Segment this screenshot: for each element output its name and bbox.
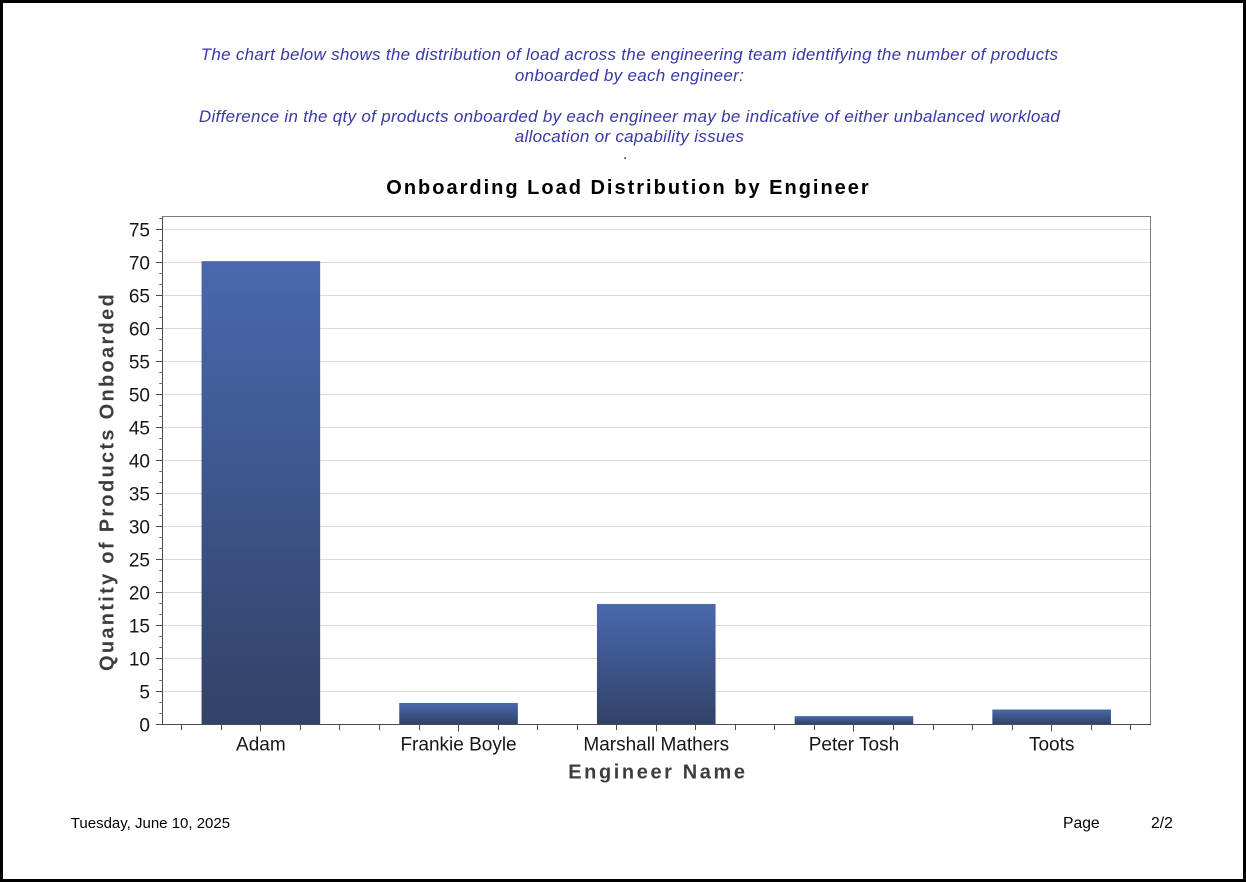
svg-text:45: 45 (129, 419, 150, 440)
svg-text:50: 50 (129, 386, 150, 407)
svg-text:75: 75 (129, 221, 150, 242)
svg-text:Engineer Name: Engineer Name (568, 762, 747, 784)
svg-text:0: 0 (139, 716, 150, 737)
svg-text:Peter Tosh: Peter Tosh (809, 734, 899, 755)
svg-text:40: 40 (129, 452, 150, 473)
svg-text:Marshall Mathers: Marshall Mathers (583, 734, 729, 755)
svg-text:25: 25 (129, 551, 150, 572)
svg-text:55: 55 (129, 353, 150, 374)
svg-text:35: 35 (129, 485, 150, 506)
svg-text:5: 5 (139, 683, 150, 704)
svg-text:60: 60 (129, 320, 150, 341)
svg-text:30: 30 (129, 518, 150, 539)
svg-text:70: 70 (129, 254, 150, 275)
svg-text:15: 15 (129, 617, 150, 638)
svg-text:Toots: Toots (1029, 734, 1074, 755)
svg-text:20: 20 (129, 584, 150, 605)
svg-text:10: 10 (129, 650, 150, 671)
svg-text:Frankie Boyle: Frankie Boyle (400, 734, 516, 755)
svg-text:Adam: Adam (236, 734, 286, 755)
svg-text:Quantity of Products Onboarded: Quantity of Products Onboarded (97, 292, 119, 671)
svg-text:65: 65 (129, 287, 150, 308)
